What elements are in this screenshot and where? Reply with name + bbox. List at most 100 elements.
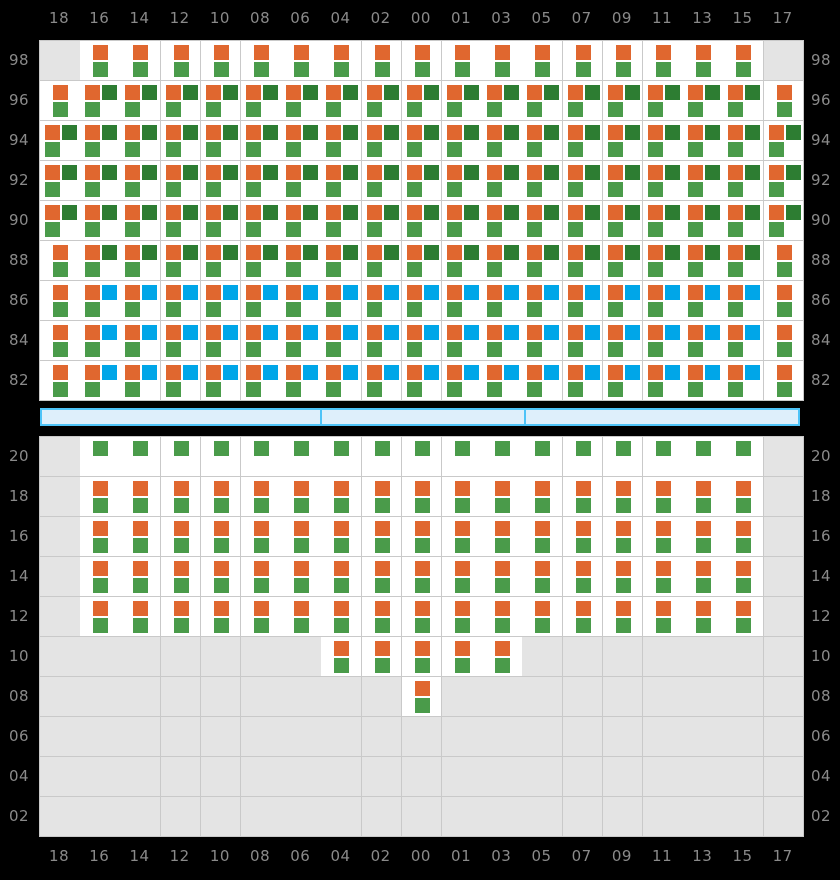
grid-cell[interactable] [522,121,562,160]
grid-cell[interactable] [482,201,522,240]
grid-cell-empty[interactable] [40,757,80,796]
grid-cell-empty[interactable] [80,717,120,756]
grid-cell[interactable] [200,477,241,516]
grid-cell-empty[interactable] [683,757,723,796]
grid-cell[interactable] [442,597,482,636]
grid-cell-empty[interactable] [602,717,643,756]
grid-cell-empty[interactable] [281,637,321,676]
grid-cell-empty[interactable] [522,677,562,716]
grid-cell[interactable] [200,161,241,200]
grid-cell-empty[interactable] [361,677,402,716]
grid-cell[interactable] [361,637,402,676]
grid-cell-empty[interactable] [40,477,80,516]
grid-cell-empty[interactable] [361,797,402,836]
grid-cell-empty[interactable] [683,797,723,836]
grid-cell[interactable] [321,281,361,320]
grid-cell-empty[interactable] [562,637,603,676]
grid-cell[interactable] [683,161,723,200]
grid-cell[interactable] [160,597,201,636]
grid-cell[interactable] [723,321,763,360]
grid-cell[interactable] [763,281,804,320]
grid-cell[interactable] [281,321,321,360]
grid-cell-empty[interactable] [763,597,804,636]
grid-cell-empty[interactable] [683,677,723,716]
top-heatmap-grid[interactable] [39,40,804,401]
grid-cell-empty[interactable] [602,797,643,836]
grid-cell[interactable] [281,517,321,556]
grid-cell[interactable] [401,637,442,676]
grid-cell[interactable] [160,437,201,476]
scrollbar-segment-1[interactable] [42,410,322,424]
grid-cell[interactable] [442,321,482,360]
grid-cell[interactable] [522,41,562,80]
grid-cell[interactable] [482,281,522,320]
grid-cell[interactable] [281,281,321,320]
grid-cell[interactable] [643,477,683,516]
grid-cell[interactable] [241,477,281,516]
grid-cell[interactable] [562,321,603,360]
grid-cell[interactable] [361,41,402,80]
grid-cell[interactable] [361,557,402,596]
grid-cell-empty[interactable] [40,41,80,80]
grid-cell[interactable] [120,361,160,400]
grid-cell[interactable] [200,557,241,596]
grid-cell[interactable] [80,477,120,516]
grid-cell[interactable] [562,517,603,556]
grid-cell[interactable] [442,637,482,676]
grid-cell[interactable] [160,81,201,120]
grid-cell[interactable] [442,281,482,320]
grid-cell-empty[interactable] [321,677,361,716]
grid-cell[interactable] [763,121,804,160]
grid-cell-empty[interactable] [120,637,160,676]
grid-cell[interactable] [562,557,603,596]
grid-cell-empty[interactable] [80,637,120,676]
grid-cell[interactable] [683,201,723,240]
grid-cell[interactable] [321,437,361,476]
grid-cell[interactable] [442,477,482,516]
grid-cell[interactable] [442,437,482,476]
grid-cell[interactable] [160,161,201,200]
grid-cell[interactable] [120,121,160,160]
grid-cell[interactable] [401,597,442,636]
grid-cell[interactable] [401,517,442,556]
grid-cell[interactable] [643,41,683,80]
grid-cell[interactable] [522,161,562,200]
grid-cell[interactable] [241,361,281,400]
grid-cell[interactable] [482,477,522,516]
grid-cell-empty[interactable] [40,517,80,556]
grid-cell-empty[interactable] [643,637,683,676]
grid-cell[interactable] [401,41,442,80]
grid-cell[interactable] [241,41,281,80]
grid-cell[interactable] [401,677,442,716]
grid-cell[interactable] [80,201,120,240]
grid-cell[interactable] [482,437,522,476]
grid-cell-empty[interactable] [442,677,482,716]
grid-cell[interactable] [321,517,361,556]
grid-cell[interactable] [522,241,562,280]
grid-cell-empty[interactable] [160,677,201,716]
grid-cell[interactable] [241,321,281,360]
grid-cell[interactable] [241,597,281,636]
grid-cell[interactable] [643,161,683,200]
grid-cell[interactable] [401,477,442,516]
grid-cell[interactable] [321,477,361,516]
grid-cell-empty[interactable] [200,797,241,836]
grid-cell[interactable] [241,437,281,476]
grid-cell-empty[interactable] [321,797,361,836]
grid-cell[interactable] [361,321,402,360]
grid-cell[interactable] [442,41,482,80]
grid-cell-empty[interactable] [40,437,80,476]
grid-cell[interactable] [80,241,120,280]
grid-cell[interactable] [562,81,603,120]
grid-cell[interactable] [281,597,321,636]
grid-cell[interactable] [723,477,763,516]
grid-cell[interactable] [442,201,482,240]
grid-cell[interactable] [643,321,683,360]
grid-cell[interactable] [683,41,723,80]
grid-cell[interactable] [80,517,120,556]
grid-cell[interactable] [683,477,723,516]
grid-cell[interactable] [281,437,321,476]
grid-cell[interactable] [241,517,281,556]
grid-cell-empty[interactable] [321,757,361,796]
grid-cell[interactable] [643,517,683,556]
